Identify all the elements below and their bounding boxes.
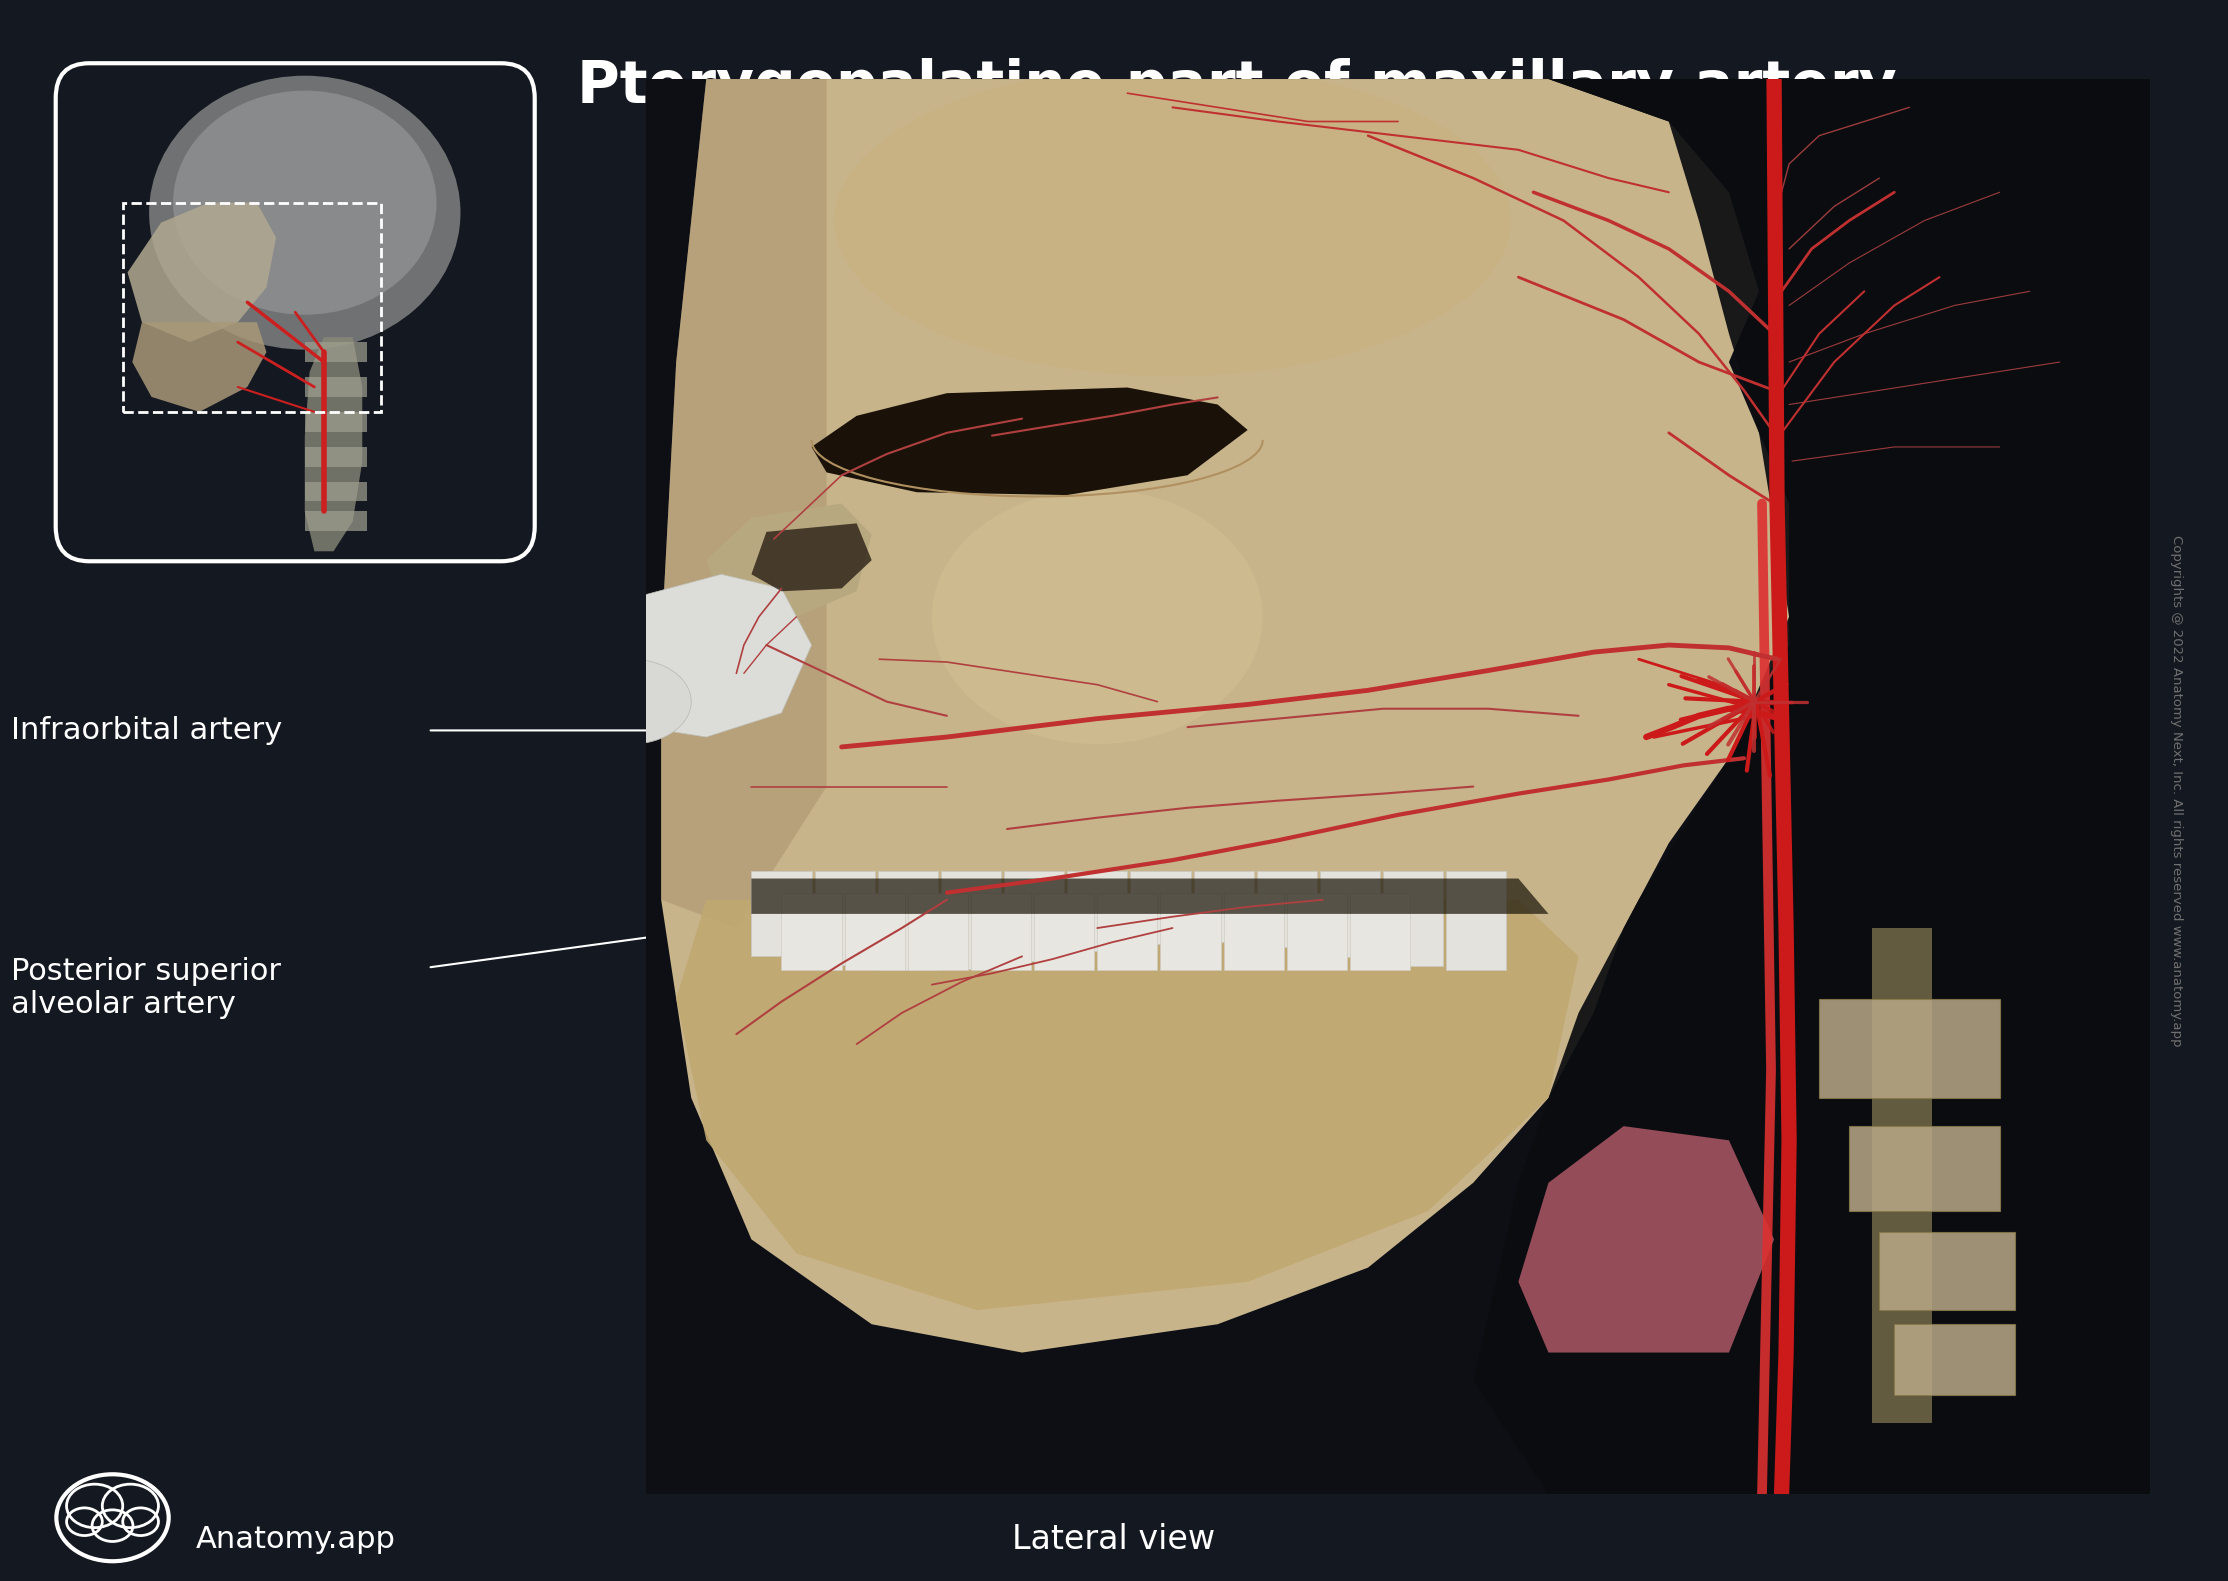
Polygon shape: [305, 337, 363, 552]
Bar: [907, 893, 967, 971]
Bar: [1005, 871, 1065, 961]
Polygon shape: [677, 900, 1577, 1311]
Bar: [1067, 871, 1127, 952]
Bar: [844, 893, 905, 971]
Text: Pterygopalatine part of maxillary artery: Pterygopalatine part of maxillary artery: [577, 58, 1896, 115]
Text: Copyrights @ 2022 Anatomy Next, Inc. All rights reserved www.anatomy.app: Copyrights @ 2022 Anatomy Next, Inc. All…: [2170, 534, 2183, 1047]
Text: Sphenopalatine
artery: Sphenopalatine artery: [1907, 830, 2146, 893]
Bar: [751, 871, 811, 957]
Bar: [305, 376, 368, 397]
Ellipse shape: [149, 76, 461, 349]
Ellipse shape: [931, 490, 1263, 745]
Bar: [1223, 893, 1283, 971]
Bar: [305, 482, 368, 501]
Polygon shape: [131, 323, 267, 411]
Bar: [305, 512, 368, 531]
Polygon shape: [1473, 79, 2150, 1494]
Bar: [1350, 893, 1410, 971]
Text: Anatomy.app: Anatomy.app: [196, 1526, 397, 1554]
Bar: [305, 447, 368, 466]
Polygon shape: [662, 79, 1789, 1353]
Bar: [782, 893, 842, 971]
Bar: [1161, 893, 1221, 971]
Bar: [1288, 893, 1348, 971]
Ellipse shape: [833, 65, 1511, 376]
Ellipse shape: [570, 659, 691, 745]
Bar: [305, 341, 368, 362]
Bar: [1257, 871, 1317, 947]
Bar: [971, 893, 1032, 971]
Polygon shape: [662, 79, 827, 928]
Bar: [1849, 1126, 2001, 1211]
Bar: [1034, 893, 1094, 971]
Bar: [1319, 871, 1379, 957]
Bar: [1130, 871, 1190, 944]
Text: Infraorbital artery: Infraorbital artery: [11, 716, 283, 745]
Bar: [878, 871, 938, 971]
Bar: [1894, 1325, 2014, 1394]
Ellipse shape: [174, 90, 437, 315]
Polygon shape: [811, 387, 1248, 495]
Polygon shape: [127, 202, 276, 341]
Bar: [1880, 1232, 2014, 1311]
Polygon shape: [751, 523, 871, 591]
Polygon shape: [751, 879, 1548, 914]
Polygon shape: [586, 574, 811, 737]
Bar: [1194, 871, 1254, 942]
Polygon shape: [706, 503, 871, 617]
Bar: [305, 411, 368, 432]
Bar: [1446, 871, 1506, 971]
Bar: [123, 202, 381, 411]
Bar: [1872, 928, 1932, 1423]
Bar: [1820, 999, 2001, 1097]
Bar: [815, 871, 876, 966]
Polygon shape: [1519, 1126, 1773, 1353]
Bar: [1384, 871, 1444, 966]
Bar: [1096, 893, 1159, 971]
Bar: [940, 871, 1000, 969]
Text: Lateral view: Lateral view: [1012, 1524, 1216, 1556]
Text: Posterior superior
alveolar artery: Posterior superior alveolar artery: [11, 957, 281, 1020]
